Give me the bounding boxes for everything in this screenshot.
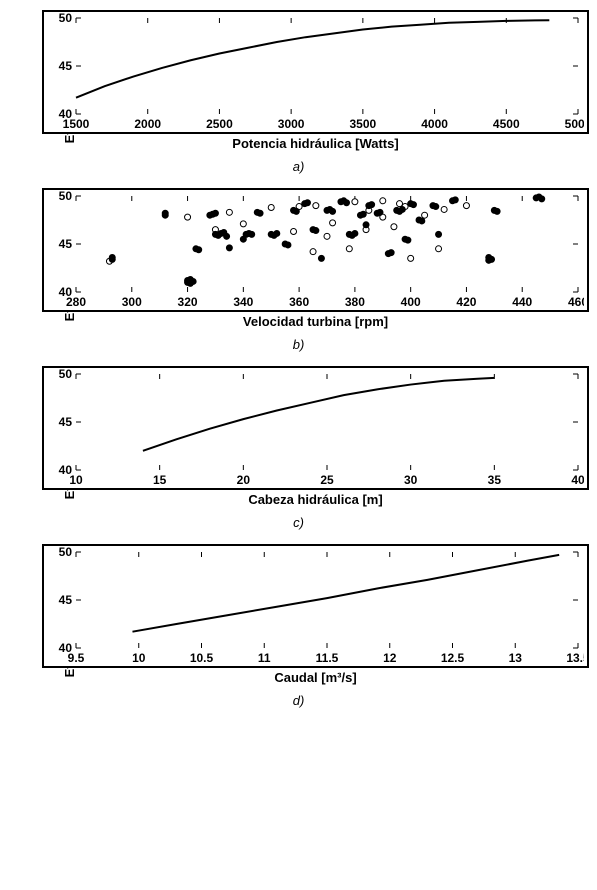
svg-text:10: 10 bbox=[69, 473, 83, 487]
svg-text:13: 13 bbox=[509, 651, 523, 665]
panel-b-plot: 404550280300320340360380400420440460 bbox=[42, 188, 589, 312]
panel-a-svg: 40455015002000250030003500400045005000 bbox=[44, 12, 584, 132]
panel-a-xlabel: Potencia hidráulica [Watts] bbox=[42, 136, 589, 151]
panel-c-plot: 40455010152025303540 bbox=[42, 366, 589, 490]
panel-a-caption: a) bbox=[8, 159, 589, 174]
svg-text:11.5: 11.5 bbox=[316, 651, 339, 665]
svg-text:4500: 4500 bbox=[493, 117, 520, 131]
svg-text:440: 440 bbox=[512, 295, 532, 309]
svg-text:340: 340 bbox=[233, 295, 253, 309]
panel-d: Eficiencia global[%] 4045509.51010.51111… bbox=[8, 544, 589, 708]
svg-text:420: 420 bbox=[456, 295, 476, 309]
panel-c-caption: c) bbox=[8, 515, 589, 530]
svg-text:300: 300 bbox=[122, 295, 142, 309]
svg-text:13.5: 13.5 bbox=[566, 651, 584, 665]
svg-text:15: 15 bbox=[153, 473, 167, 487]
svg-text:320: 320 bbox=[178, 295, 198, 309]
panel-b: Eficiencia global[%] 4045502803003203403… bbox=[8, 188, 589, 352]
svg-text:3000: 3000 bbox=[278, 117, 305, 131]
svg-text:11: 11 bbox=[258, 651, 271, 665]
svg-text:20: 20 bbox=[237, 473, 251, 487]
svg-text:50: 50 bbox=[59, 12, 73, 25]
svg-text:4000: 4000 bbox=[421, 117, 448, 131]
svg-text:10.5: 10.5 bbox=[190, 651, 214, 665]
svg-text:400: 400 bbox=[401, 295, 421, 309]
panel-a-plot: 40455015002000250030003500400045005000 bbox=[42, 10, 589, 134]
svg-text:2000: 2000 bbox=[134, 117, 161, 131]
panel-c-xlabel: Cabeza hidráulica [m] bbox=[42, 492, 589, 507]
svg-text:45: 45 bbox=[59, 415, 73, 429]
panel-b-caption: b) bbox=[8, 337, 589, 352]
svg-text:2500: 2500 bbox=[206, 117, 233, 131]
panel-c: Eficiencia global[%] 4045501015202530354… bbox=[8, 366, 589, 530]
panel-c-svg: 40455010152025303540 bbox=[44, 368, 584, 488]
panel-d-svg: 4045509.51010.51111.51212.51313.5 bbox=[44, 546, 584, 666]
svg-text:5000: 5000 bbox=[565, 117, 584, 131]
svg-text:12: 12 bbox=[383, 651, 397, 665]
panel-b-xlabel: Velocidad turbina [rpm] bbox=[42, 314, 589, 329]
svg-text:380: 380 bbox=[345, 295, 365, 309]
panel-d-plot: 4045509.51010.51111.51212.51313.5 bbox=[42, 544, 589, 668]
svg-text:45: 45 bbox=[59, 59, 73, 73]
svg-text:360: 360 bbox=[289, 295, 309, 309]
svg-text:50: 50 bbox=[59, 546, 73, 559]
svg-text:1500: 1500 bbox=[63, 117, 90, 131]
svg-text:45: 45 bbox=[59, 237, 73, 251]
svg-text:50: 50 bbox=[59, 368, 73, 381]
svg-text:12.5: 12.5 bbox=[441, 651, 465, 665]
svg-text:9.5: 9.5 bbox=[68, 651, 85, 665]
svg-text:10: 10 bbox=[132, 651, 146, 665]
svg-text:280: 280 bbox=[66, 295, 86, 309]
panel-b-svg: 404550280300320340360380400420440460 bbox=[44, 190, 584, 310]
svg-text:40: 40 bbox=[571, 473, 584, 487]
panel-a: Eficiencia global[%] 4045501500200025003… bbox=[8, 10, 589, 174]
svg-text:45: 45 bbox=[59, 593, 73, 607]
panel-d-caption: d) bbox=[8, 693, 589, 708]
svg-text:30: 30 bbox=[404, 473, 418, 487]
svg-text:3500: 3500 bbox=[350, 117, 377, 131]
svg-text:35: 35 bbox=[488, 473, 502, 487]
svg-text:460: 460 bbox=[568, 295, 584, 309]
svg-text:50: 50 bbox=[59, 190, 73, 203]
svg-text:25: 25 bbox=[320, 473, 334, 487]
panel-d-xlabel: Caudal [m³/s] bbox=[42, 670, 589, 685]
